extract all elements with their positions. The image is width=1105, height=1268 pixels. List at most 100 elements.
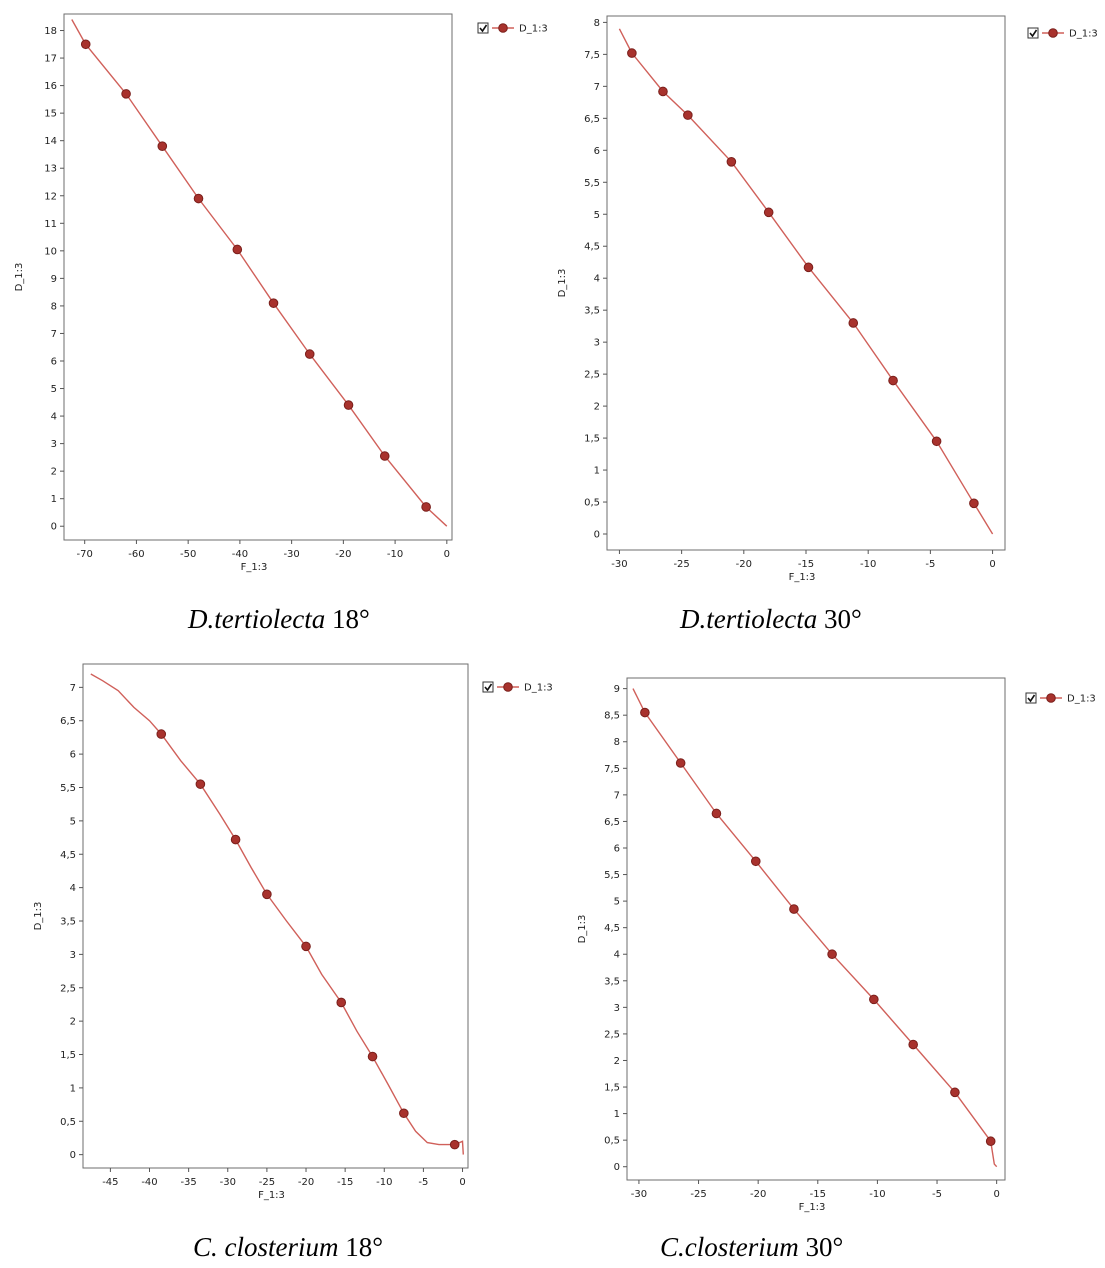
y-axis-label: D_1:3: [557, 269, 568, 298]
y-tick-label: 0: [70, 1150, 76, 1161]
x-tick-label: -35: [180, 1177, 196, 1188]
x-tick-label: -60: [128, 549, 144, 560]
y-tick-label: 7: [70, 683, 76, 694]
x-tick-label: 0: [993, 1189, 999, 1200]
data-point: [640, 707, 650, 718]
y-tick-label: 6: [70, 750, 76, 761]
caption-3: C. closterium 18°: [193, 1232, 383, 1263]
check-icon: [479, 24, 488, 33]
y-tick-label: 3: [614, 1003, 620, 1014]
x-tick-label: -50: [180, 549, 196, 560]
y-tick-label: 11: [44, 219, 57, 230]
legend-label: D_1:3: [1067, 694, 1096, 705]
x-tick-label: -30: [283, 549, 299, 560]
y-tick-label: 1: [70, 1083, 76, 1094]
y-tick-label: 5,5: [60, 783, 76, 794]
y-tick-label: 8: [614, 737, 620, 748]
y-tick-label: 3,5: [584, 306, 600, 317]
x-tick-label: -10: [387, 549, 403, 560]
x-tick-label: -5: [418, 1177, 428, 1188]
data-point: [232, 244, 243, 255]
y-tick-label: 8,5: [604, 711, 620, 722]
x-tick-label: -40: [141, 1177, 157, 1188]
y-tick-label: 6: [614, 843, 620, 854]
caption-2-species: D.tertiolecta: [680, 604, 818, 634]
y-tick-label: 2: [614, 1056, 620, 1067]
legend-marker: [498, 23, 508, 33]
data-point: [985, 1136, 996, 1147]
data-point: [969, 498, 979, 509]
y-tick-label: 1,5: [584, 434, 600, 445]
caption-4-angle: 30°: [805, 1232, 844, 1262]
y-tick-label: 4: [70, 883, 76, 894]
y-tick-label: 0,5: [60, 1117, 76, 1128]
data-point: [80, 39, 91, 50]
chart-panel-1: -70 -60 -50 -40 -30 -20 -10 0 0 1 2 3 4 5 6 7 8 9 10 11 12 13…: [0, 0, 560, 600]
y-tick-label: 5: [594, 210, 600, 221]
plot-frame: [82, 663, 469, 1169]
y-tick-label: 1,5: [60, 1050, 76, 1061]
y-tick-label: 18: [44, 26, 57, 37]
y-tick-label: 15: [44, 109, 57, 120]
y-tick-label: 10: [44, 246, 57, 257]
y-tick-label: 3: [70, 950, 76, 961]
y-tick-label: 4: [614, 950, 620, 961]
x-tick-label: -15: [810, 1189, 826, 1200]
y-tick-label: 7: [51, 329, 57, 340]
y-tick-label: 7: [614, 790, 620, 801]
y-axis-label: D_1:3: [14, 263, 25, 292]
y-tick-label: 3,5: [60, 917, 76, 928]
data-point: [301, 941, 311, 952]
y-tick-label: 0: [614, 1162, 620, 1173]
x-tick-label: -5: [925, 559, 935, 570]
chart-panel-4: -30 -25 -20 -15 -10 -5 0 0 0,5 1 1,5 2 2,5 3 3,5 4 4,5 5 5…: [553, 640, 1105, 1220]
data-point: [931, 436, 942, 447]
y-tick-label: 0,5: [584, 498, 600, 509]
x-tick-label: -25: [259, 1177, 275, 1188]
series-line: [71, 19, 448, 527]
x-tick-label: -20: [736, 559, 752, 570]
data-point: [789, 904, 799, 914]
legend-marker: [1046, 693, 1056, 703]
x-tick-label: -30: [631, 1189, 647, 1200]
x-tick-label: -10: [860, 559, 876, 570]
plot-frame: [606, 15, 1006, 551]
y-tick-label: 5,5: [584, 178, 600, 189]
y-tick-label: 3,5: [604, 976, 620, 987]
y-tick-label: 4: [594, 274, 600, 285]
y-tick-label: 13: [44, 164, 57, 175]
chart-c-closterium-30: -30 -25 -20 -15 -10 -5 0 0 0,5 1 1,5 2 2,5 3 3,5 4 4,5 5 5…: [577, 677, 1096, 1213]
y-tick-label: 1,5: [604, 1083, 620, 1094]
y-tick-label: 9: [614, 684, 620, 695]
check-icon: [1027, 694, 1036, 703]
chart-panel-2: -30 -25 -20 -15 -10 -5 0 0 0,5 1 1,5 2 2,5 3 3,5 4 4,5 5 5…: [553, 0, 1105, 600]
y-tick-label: 8: [594, 18, 600, 29]
x-tick-label: -70: [77, 549, 93, 560]
caption-1: D.tertiolecta 18°: [188, 604, 370, 635]
x-tick-label: -20: [298, 1177, 314, 1188]
x-axis-label: F_1:3: [789, 572, 816, 583]
x-tick-label: -25: [690, 1189, 706, 1200]
y-tick-label: 2: [70, 1017, 76, 1028]
x-tick-label: -40: [232, 549, 248, 560]
legend-label: D_1:3: [1069, 29, 1098, 40]
data-point: [888, 375, 898, 386]
y-tick-label: 5: [614, 897, 620, 908]
data-point: [848, 318, 859, 328]
y-tick-label: 14: [44, 136, 57, 147]
data-point: [421, 502, 431, 512]
data-point: [763, 207, 774, 218]
data-point: [156, 729, 167, 739]
y-tick-label: 5: [51, 384, 57, 395]
data-point: [803, 262, 814, 273]
x-tick-label: -20: [750, 1189, 766, 1200]
data-point: [343, 400, 354, 410]
y-tick-label: 1: [594, 466, 600, 477]
legend-checkbox: [477, 22, 489, 34]
x-axis-label: F_1:3: [799, 1202, 826, 1213]
y-tick-label: 3: [51, 439, 57, 450]
legend-label: D_1:3: [524, 683, 553, 694]
data-point: [675, 758, 686, 768]
x-tick-label: -15: [337, 1177, 353, 1188]
y-tick-label: 4: [51, 412, 57, 423]
